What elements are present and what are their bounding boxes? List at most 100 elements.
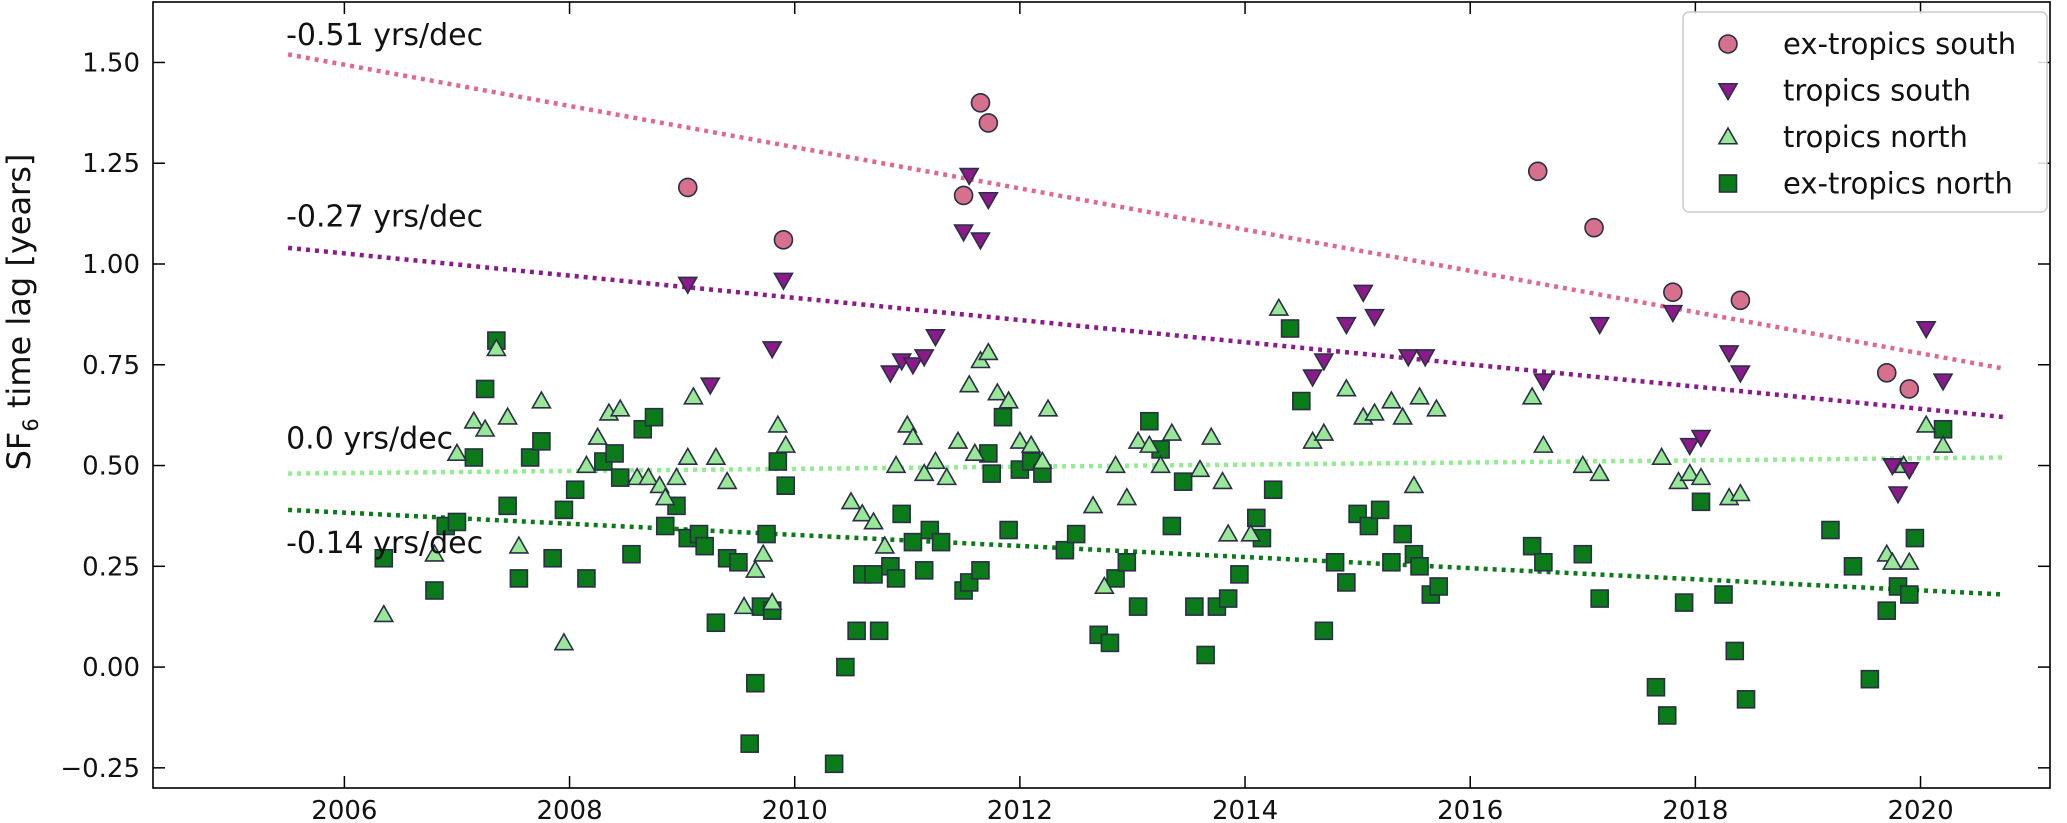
data-point — [1127, 430, 1149, 449]
data-point — [610, 468, 630, 487]
data-point — [677, 446, 699, 466]
data-point — [1292, 391, 1311, 411]
data-point — [463, 410, 485, 429]
data-point — [1905, 528, 1925, 548]
data-point — [1730, 365, 1751, 384]
data-point — [1534, 552, 1553, 572]
data-point — [1337, 573, 1356, 592]
data-point — [1314, 621, 1334, 641]
trend-line — [288, 455, 2005, 476]
data-point — [1690, 467, 1712, 486]
trend-slope-label: -0.51 yrs/dec — [286, 18, 483, 53]
data-point — [1173, 472, 1193, 491]
data-point — [498, 496, 517, 516]
data-point — [864, 565, 883, 584]
data-point — [1730, 483, 1751, 502]
data-point — [1522, 536, 1542, 556]
data-point — [851, 503, 873, 522]
data-point — [1313, 422, 1335, 441]
data-point — [1009, 430, 1031, 449]
data-point — [1381, 390, 1402, 409]
data-point — [1364, 308, 1385, 328]
data-point — [768, 452, 788, 471]
data-point — [964, 442, 986, 461]
data-point — [776, 476, 796, 495]
data-point — [446, 442, 468, 461]
data-point — [1055, 540, 1075, 560]
data-point — [1335, 316, 1357, 336]
data-point — [840, 491, 862, 510]
x-tick-label: 2012 — [987, 796, 1053, 823]
data-point — [683, 386, 704, 405]
y-tick-label: 1.50 — [82, 48, 140, 78]
data-point — [654, 487, 676, 506]
data-point — [1662, 304, 1684, 323]
data-point — [649, 475, 670, 494]
data-point — [746, 673, 765, 693]
data-point — [605, 444, 624, 463]
data-point — [1410, 557, 1429, 576]
data-point — [1674, 593, 1694, 612]
data-point — [925, 329, 946, 348]
data-point — [1082, 495, 1104, 514]
data-point — [1651, 446, 1672, 466]
data-point — [1899, 585, 1919, 604]
data-point — [902, 357, 924, 376]
data-point — [896, 414, 918, 433]
data-point — [869, 621, 889, 641]
plot-frame-group — [152, 1, 2051, 789]
data-point — [1240, 523, 1262, 542]
data-point — [1932, 434, 1954, 453]
data-point — [1106, 569, 1125, 588]
data-point — [1020, 434, 1042, 453]
data-point — [464, 448, 484, 467]
data-point — [655, 516, 675, 536]
data-point — [761, 591, 783, 611]
data-point — [1932, 373, 1954, 392]
data-point — [1066, 524, 1086, 544]
legend-label: ex-tropics south — [1783, 27, 2016, 61]
data-point — [978, 113, 999, 133]
x-tick-label: 2010 — [762, 796, 828, 823]
data-point — [565, 480, 585, 500]
y-axis-label-rest: time lag [years] — [0, 154, 38, 419]
data-point — [508, 535, 530, 554]
y-tick-label: 0.00 — [82, 653, 140, 683]
data-point — [931, 532, 951, 552]
data-point — [373, 604, 395, 623]
data-point — [677, 276, 699, 295]
x-tick-label: 2020 — [1887, 796, 1953, 823]
data-point — [677, 177, 698, 198]
series-tropics-south — [677, 167, 1954, 505]
data-point — [1409, 386, 1430, 405]
data-point — [716, 471, 738, 490]
data-point — [1162, 516, 1182, 536]
data-point — [1100, 633, 1120, 653]
data-point — [1397, 349, 1419, 368]
data-point — [1860, 669, 1880, 689]
data-point — [971, 561, 990, 580]
data-point — [1843, 557, 1863, 576]
x-tick-label: 2014 — [1212, 796, 1278, 823]
data-point — [953, 224, 974, 243]
data-point — [576, 454, 597, 474]
data-point — [913, 462, 935, 482]
data-point — [1116, 487, 1138, 506]
data-point — [1268, 297, 1290, 316]
data-point — [1352, 284, 1374, 303]
data-point — [986, 382, 1008, 401]
data-point — [1876, 363, 1897, 383]
data-point — [1185, 597, 1204, 616]
data-point — [1392, 406, 1414, 425]
legend-label: tropics south — [1783, 74, 1971, 108]
x-tick-label: 2018 — [1662, 796, 1728, 823]
trend-line — [287, 245, 2006, 420]
x-tick-label: 2016 — [1437, 796, 1503, 823]
y-tick-label: 0.25 — [82, 552, 140, 582]
data-point — [1584, 217, 1604, 238]
data-point — [554, 500, 574, 520]
data-point — [874, 535, 896, 554]
data-point — [1887, 486, 1909, 505]
data-point — [1898, 462, 1920, 481]
data-point — [1521, 386, 1543, 405]
